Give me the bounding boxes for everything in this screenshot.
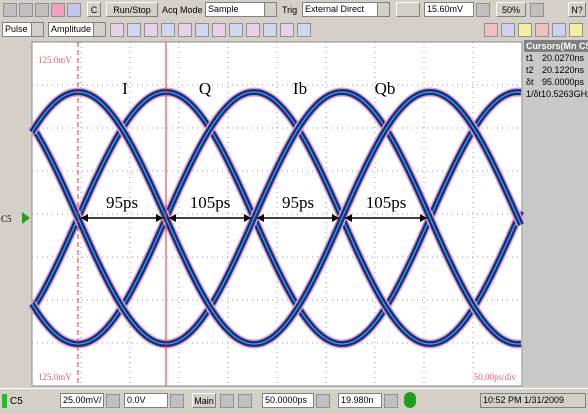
signal-label: Qb xyxy=(375,79,396,98)
tool-icon[interactable] xyxy=(569,23,583,37)
cursor-value: 95.0000ps xyxy=(542,77,584,87)
position-box[interactable]: 19.980n xyxy=(338,393,382,408)
parameter-select[interactable]: Amplitude xyxy=(48,22,106,37)
tool-icon[interactable] xyxy=(297,23,311,37)
tool-icon[interactable] xyxy=(144,23,158,37)
tool-icon[interactable] xyxy=(229,23,243,37)
zoom-button[interactable]: 50% xyxy=(496,2,526,17)
signal-label: I xyxy=(122,79,128,98)
help-button[interactable]: N? xyxy=(568,2,586,17)
timebase-mode[interactable]: Main xyxy=(192,393,216,408)
print-icon[interactable] xyxy=(3,3,17,17)
cursor-value: 20.0270ns xyxy=(542,53,584,63)
tool-icon[interactable] xyxy=(484,23,498,37)
tool-icon[interactable] xyxy=(280,23,294,37)
cursor-key: 1/δt xyxy=(526,89,541,99)
tool-icon[interactable] xyxy=(263,23,277,37)
tools-icon[interactable] xyxy=(19,3,33,17)
tool-icon[interactable] xyxy=(501,23,515,37)
scale-spin[interactable] xyxy=(106,394,120,408)
cursor-value: 20.1220ns xyxy=(542,65,584,75)
tool-icon[interactable] xyxy=(552,23,566,37)
interval-label: 105ps xyxy=(366,193,407,212)
offset-box[interactable]: 0.0V xyxy=(124,393,168,408)
status-channel[interactable]: C5 xyxy=(10,396,23,407)
clock: 10:52 PM 1/31/2009 xyxy=(480,393,586,408)
position-spin[interactable] xyxy=(384,394,398,408)
interval-label: 95ps xyxy=(106,193,138,212)
tool-icon[interactable] xyxy=(110,23,124,37)
bottom-level-label: 125.0mV xyxy=(38,372,72,382)
acq-mode-label: Acq Mode xyxy=(162,5,203,15)
cursor-key: t2 xyxy=(526,65,542,75)
trig-source-select[interactable]: External Direct xyxy=(302,2,390,17)
signal-label: Ib xyxy=(293,79,307,98)
channel-button[interactable]: C xyxy=(87,2,101,17)
zoom-in[interactable] xyxy=(220,394,234,408)
run-stop-button[interactable]: Run/Stop xyxy=(106,2,158,17)
measure-select[interactable]: Pulse xyxy=(2,22,44,37)
math-icon[interactable] xyxy=(35,3,49,17)
wave-icon[interactable] xyxy=(51,3,65,17)
tool-icon[interactable] xyxy=(535,23,549,37)
spinner[interactable] xyxy=(476,3,490,17)
tool-icon[interactable] xyxy=(178,23,192,37)
trig-level[interactable]: 15.60mV xyxy=(424,2,474,17)
offset-spin[interactable] xyxy=(170,394,184,408)
channel-color xyxy=(2,394,7,408)
interval-label: 95ps xyxy=(282,193,314,212)
channel-marker: C5 xyxy=(1,214,12,224)
cursor-key: t1 xyxy=(526,53,542,63)
tool-icon[interactable] xyxy=(518,23,532,37)
zoom-spin[interactable] xyxy=(530,3,544,17)
zoom-out[interactable] xyxy=(238,394,252,408)
tool-icon[interactable] xyxy=(246,23,260,37)
cursor-title: Cursors(Mn C5) xyxy=(524,40,588,52)
slope-button[interactable] xyxy=(396,2,420,17)
acq-mode-select[interactable]: Sample xyxy=(205,2,277,17)
tool-icon[interactable] xyxy=(195,23,209,37)
tool-icon[interactable] xyxy=(161,23,175,37)
channel-icon[interactable] xyxy=(67,3,81,17)
timebase-box[interactable]: 50.0000ps xyxy=(262,393,314,408)
interval-label: 105ps xyxy=(190,193,231,212)
waveform-display: I Q Ib Qb 95ps 105ps 95ps 105ps 125.0mV 125.0mV… xyxy=(0,40,524,388)
signal-label: Q xyxy=(199,79,211,98)
tool-icon[interactable] xyxy=(127,23,141,37)
scale-box[interactable]: 25.00mV/ xyxy=(60,393,104,408)
top-level-label: 125.0mV xyxy=(38,55,72,65)
timebase-label: 50.00ps/div xyxy=(474,372,517,382)
scope-app: C Run/Stop Acq Mode Sample Trig External… xyxy=(0,0,588,413)
cursor-key: δt xyxy=(526,77,542,87)
timebase-spin[interactable] xyxy=(316,394,330,408)
cursor-value: 10.5263GHz xyxy=(541,89,588,99)
temp-icon xyxy=(404,392,416,408)
tool-icon[interactable] xyxy=(212,23,226,37)
trig-label: Trig xyxy=(282,5,297,15)
